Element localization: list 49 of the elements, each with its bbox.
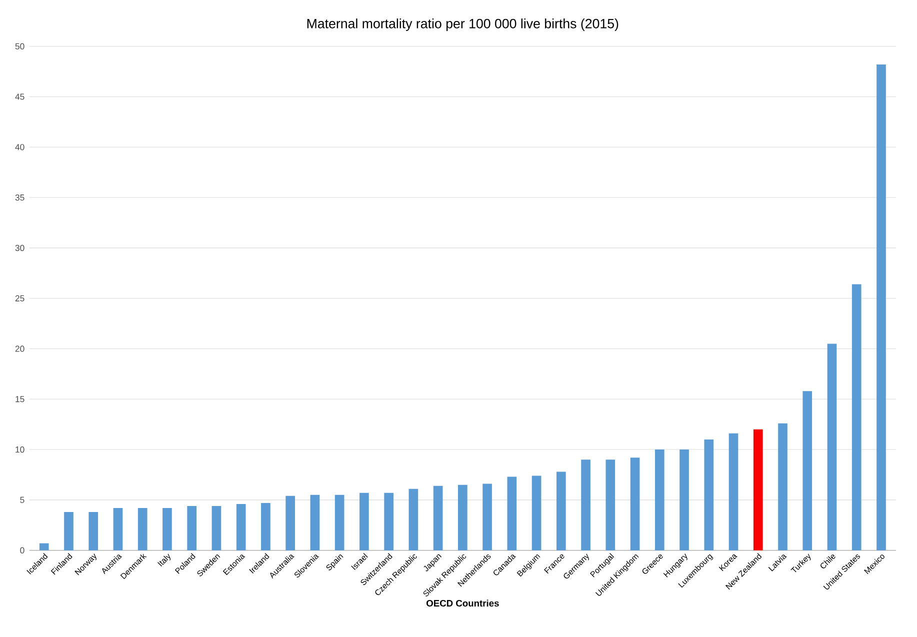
- bar: [680, 450, 689, 550]
- bar: [64, 512, 74, 550]
- y-tick-label: 40: [15, 144, 24, 150]
- bar: [39, 543, 49, 550]
- bar: [162, 508, 172, 550]
- bar: [433, 486, 443, 550]
- bar: [852, 284, 862, 550]
- y-tick-label: 0: [20, 547, 24, 554]
- y-tick-label: 50: [15, 43, 24, 50]
- bar: [507, 476, 517, 550]
- bar: [408, 488, 418, 550]
- x-axis-title: OECD Countries: [426, 600, 499, 607]
- bar: [212, 506, 222, 550]
- bar: [630, 458, 640, 550]
- bar: [310, 494, 320, 550]
- bar: [654, 450, 664, 550]
- bar: [556, 472, 566, 550]
- bar: [753, 429, 763, 550]
- y-tick-label: 30: [15, 244, 24, 252]
- bar: [334, 494, 344, 550]
- y-tick-label: 10: [16, 446, 24, 453]
- y-tick-label: 45: [15, 94, 24, 100]
- bar: [532, 476, 542, 550]
- y-tick-label: 20: [15, 346, 24, 352]
- bar: [236, 504, 246, 550]
- bar: [187, 506, 197, 550]
- y-tick-label: 25: [15, 295, 24, 302]
- bar: [827, 344, 837, 550]
- bar: [138, 508, 148, 550]
- x-tick-label: Italy: [158, 554, 171, 567]
- bar: [606, 460, 616, 550]
- bar: [802, 391, 812, 550]
- bar: [876, 64, 886, 550]
- bar: [88, 512, 98, 550]
- y-tick-label: 35: [15, 194, 24, 201]
- bar: [704, 439, 714, 550]
- bar: [286, 496, 295, 550]
- y-tick-label: 15: [16, 396, 24, 402]
- bar: [384, 492, 394, 550]
- bar: [778, 423, 788, 550]
- bar: [728, 433, 738, 550]
- bar: [458, 484, 468, 550]
- bar: [581, 460, 590, 550]
- y-tick-label: 5: [20, 496, 24, 503]
- bar: [482, 484, 492, 550]
- bar: [113, 508, 123, 550]
- bar: [360, 492, 369, 550]
- bar: [261, 502, 270, 550]
- chart-title: Maternal mortality ratio per 100 000 live births (2015): [307, 18, 618, 31]
